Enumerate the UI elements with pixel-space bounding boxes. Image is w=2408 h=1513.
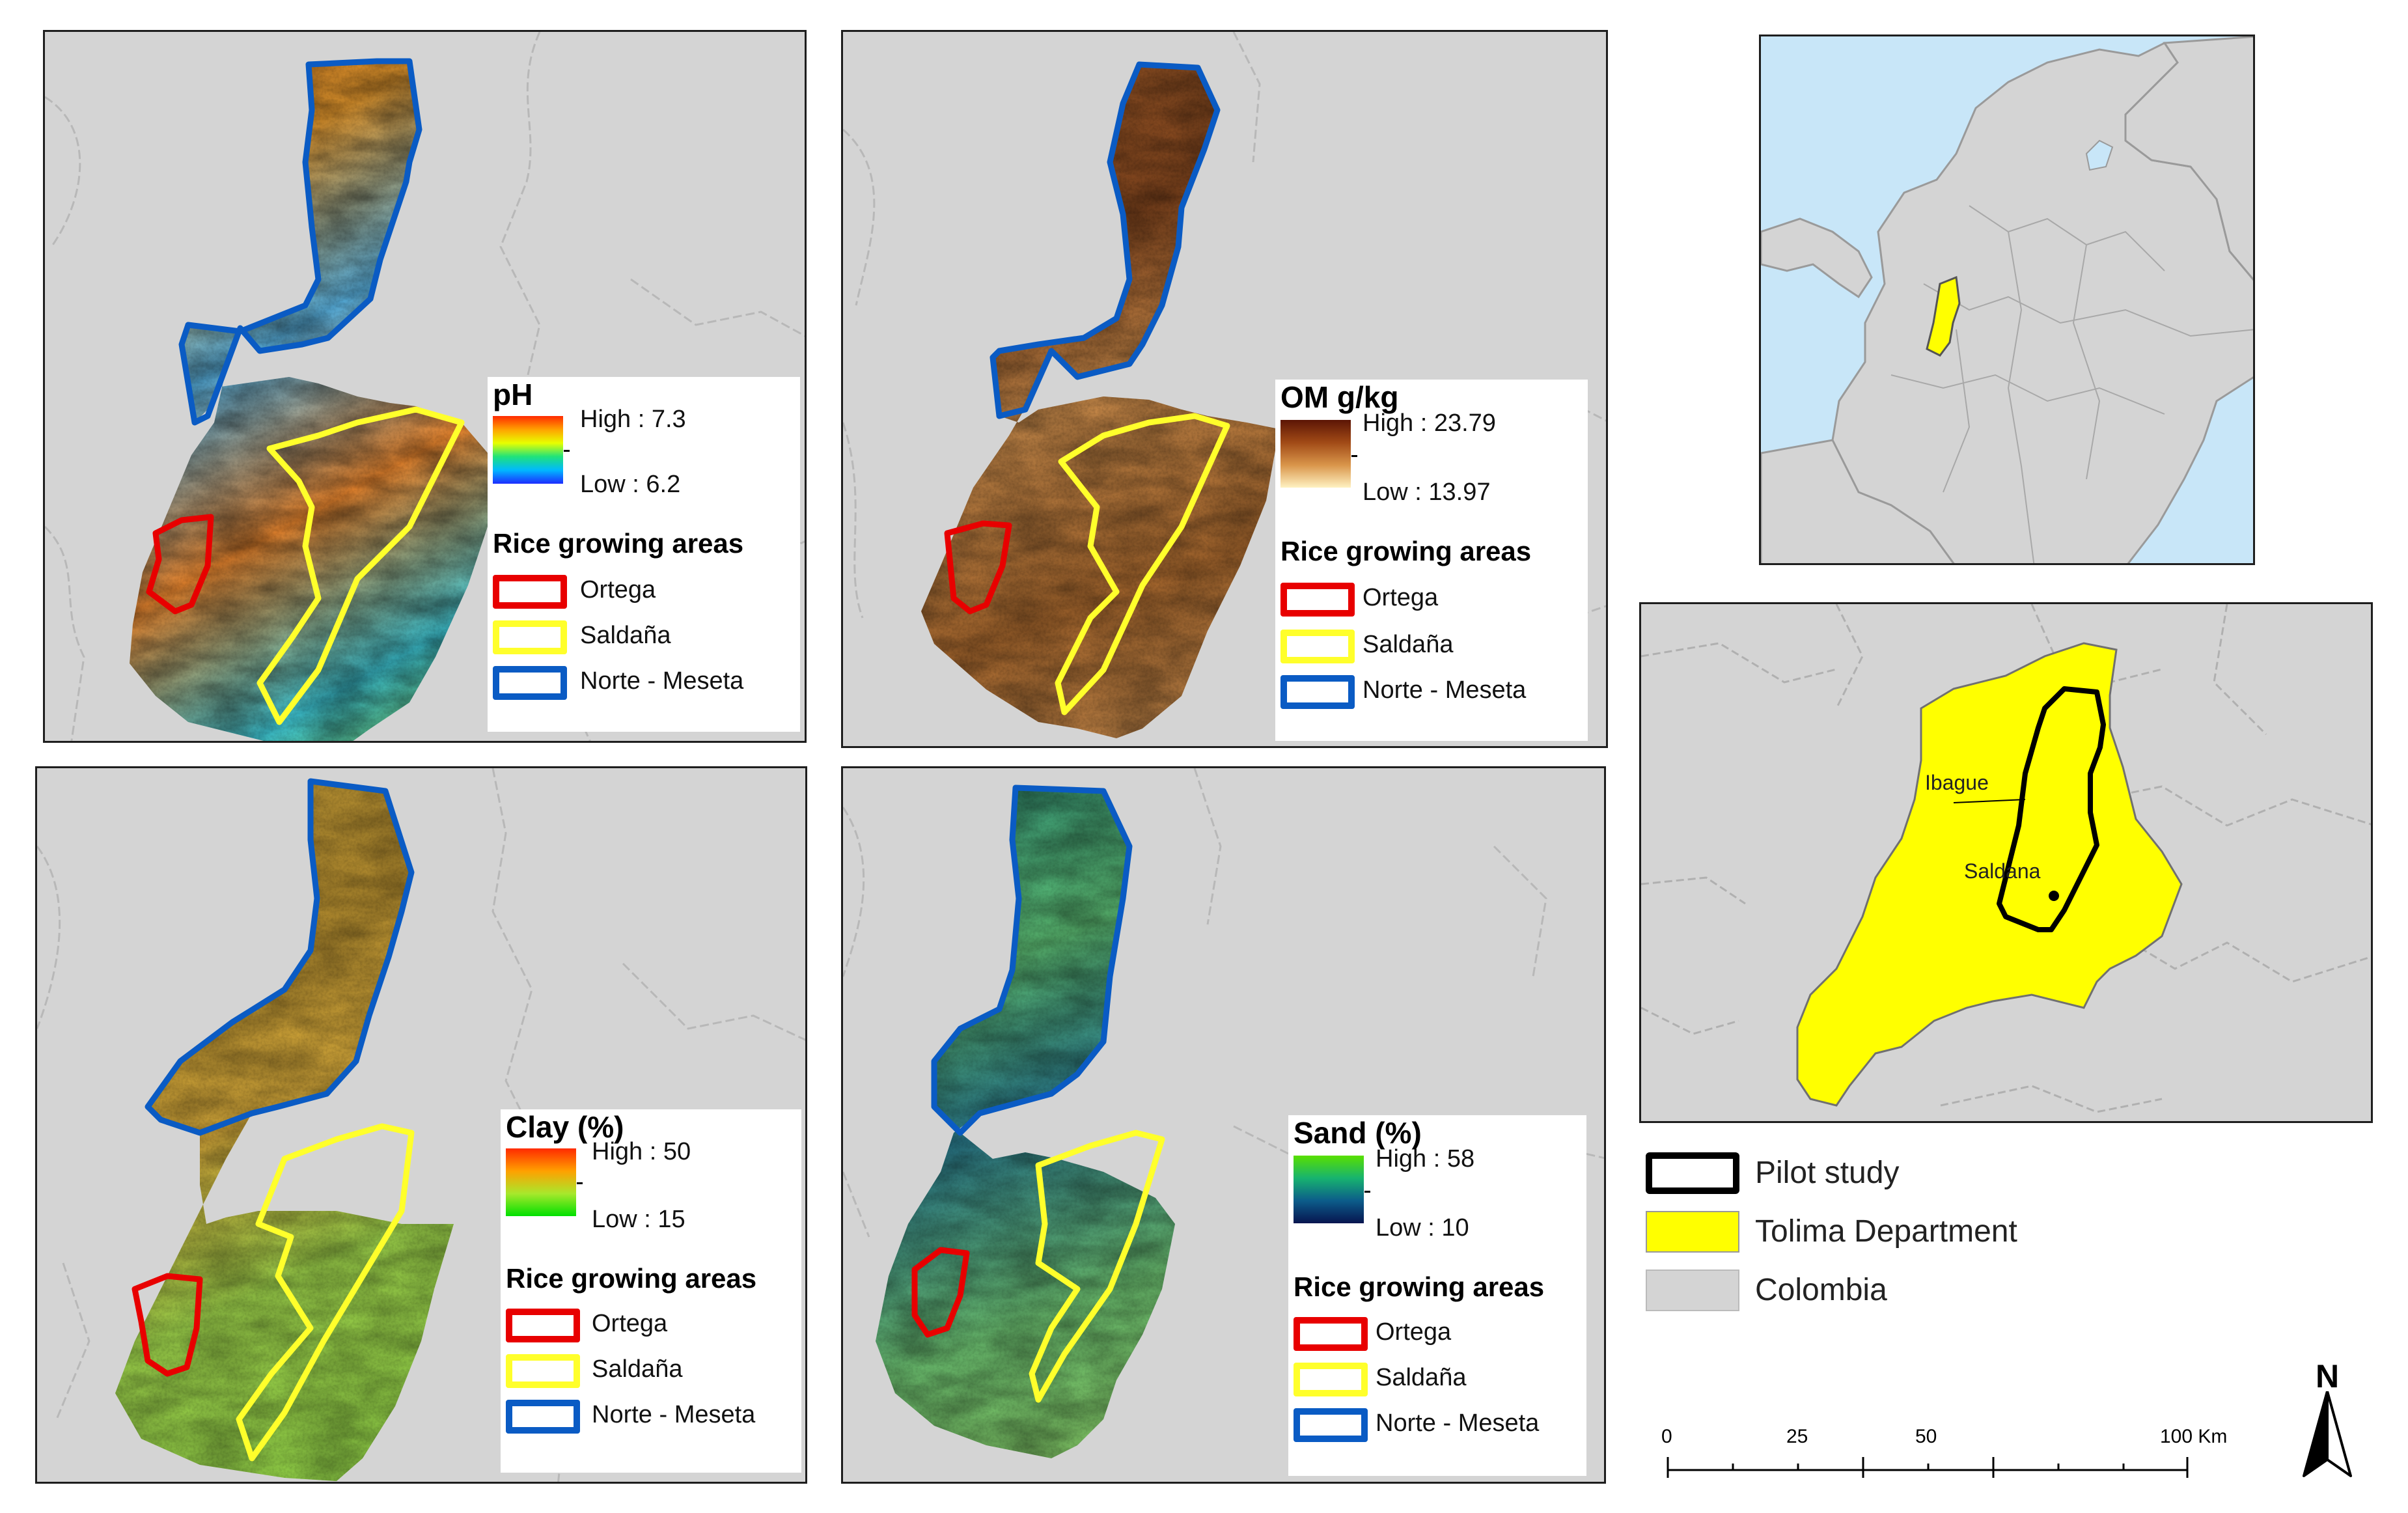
clay-ramp-tick <box>577 1182 583 1184</box>
sand-low-label: Low : 10 <box>1376 1214 1469 1242</box>
clay-swatch-norte-meseta <box>506 1400 580 1434</box>
om-color-ramp <box>1280 420 1351 488</box>
om-map-canvas <box>843 32 1606 738</box>
clay-label-saldana: Saldaña <box>592 1355 683 1383</box>
clay-swatch-ortega <box>506 1309 580 1342</box>
clay-low-label: Low : 15 <box>592 1206 685 1233</box>
ecuador-shape <box>1761 439 1955 563</box>
sand-label-saldana: Saldaña <box>1376 1364 1467 1391</box>
om-swatch-ortega <box>1280 583 1355 617</box>
north-arrow-label: N <box>2316 1358 2340 1395</box>
sand-legend: Sand (%) High : 58 Low : 10 Rice growing… <box>1288 1115 1586 1476</box>
clay-map-panel: Clay (%) High : 50 Low : 15 Rice growing… <box>35 766 807 1484</box>
sand-swatch-ortega <box>1294 1317 1368 1351</box>
colombia-map-canvas <box>1761 36 2253 563</box>
ph-legend-title: pH <box>493 378 533 411</box>
ph-ramp-tick <box>564 450 570 452</box>
legend-swatch-pilot-study <box>1646 1152 1739 1194</box>
om-label-ortega: Ortega <box>1363 584 1439 611</box>
pilot-study-outline <box>1997 686 2106 932</box>
clay-rice-title: Rice growing areas <box>506 1263 757 1294</box>
ph-label-norte-meseta: Norte - Meseta <box>580 667 744 695</box>
north-arrow: N <box>2295 1357 2366 1488</box>
venezuela-shape <box>2124 36 2253 281</box>
clay-swatch-saldana <box>506 1354 580 1388</box>
om-ramp-tick <box>1351 455 1357 457</box>
sand-legend-title: Sand (%) <box>1294 1116 1422 1150</box>
sand-ramp-tick <box>1364 1191 1370 1193</box>
om-label-saldana: Saldaña <box>1363 631 1454 658</box>
tolima-locator-map: Ibague Saldana <box>1639 602 2373 1123</box>
om-legend-title: OM g/kg <box>1280 380 1399 414</box>
city-label-saldana: Saldana <box>1964 859 2041 883</box>
scale-tick-0: 0 <box>1661 1426 1672 1447</box>
sand-swatch-norte-meseta <box>1294 1408 1368 1442</box>
colombia-locator-map <box>1759 35 2255 565</box>
ph-label-ortega: Ortega <box>580 576 656 604</box>
om-legend: OM g/kg High : 23.79 Low : 13.97 Rice gr… <box>1275 380 1588 741</box>
city-label-ibague: Ibague <box>1925 771 1989 794</box>
ph-map-canvas <box>45 32 805 741</box>
legend-label-pilot-study: Pilot study <box>1755 1156 1900 1190</box>
ph-swatch-saldana <box>493 620 567 654</box>
ph-rice-title: Rice growing areas <box>493 528 744 559</box>
sand-map-canvas <box>843 768 1604 1458</box>
tolima-map-canvas <box>1641 604 2371 1113</box>
sand-rice-title: Rice growing areas <box>1294 1271 1545 1302</box>
clay-color-ramp <box>506 1148 576 1216</box>
colombia-shape <box>1831 42 2253 563</box>
clay-legend: Clay (%) High : 50 Low : 15 Rice growing… <box>501 1109 801 1473</box>
north-arrow-icon <box>2303 1391 2352 1477</box>
clay-high-label: High : 50 <box>592 1138 691 1165</box>
clay-label-norte-meseta: Norte - Meseta <box>592 1401 756 1428</box>
main-legend: Pilot study Tolima Department Colombia <box>1640 1146 2135 1315</box>
tolima-locator-shape <box>1926 275 1961 357</box>
ph-color-ramp <box>493 416 563 484</box>
om-map-panel: OM g/kg High : 23.79 Low : 13.97 Rice gr… <box>841 30 1608 748</box>
sand-map-panel: Sand (%) High : 58 Low : 10 Rice growing… <box>841 766 1606 1484</box>
ph-low-label: Low : 6.2 <box>580 471 681 498</box>
om-swatch-saldana <box>1280 630 1355 663</box>
sand-color-ramp <box>1294 1156 1364 1223</box>
sand-high-label: High : 58 <box>1376 1145 1475 1173</box>
clay-legend-title: Clay (%) <box>506 1110 624 1144</box>
scale-bar: 0 25 50 100 Km <box>1654 1419 2227 1484</box>
sand-label-norte-meseta: Norte - Meseta <box>1376 1409 1540 1437</box>
ph-swatch-ortega <box>493 575 567 609</box>
sand-swatch-saldana <box>1294 1363 1368 1396</box>
om-swatch-norte-meseta <box>1280 675 1355 709</box>
ph-map-panel: pH High : 7.3 Low : 6.2 Rice growing are… <box>43 30 807 743</box>
scale-tick-50: 50 <box>1915 1426 1937 1447</box>
clay-label-ortega: Ortega <box>592 1310 668 1337</box>
clay-map-canvas <box>37 768 805 1482</box>
scale-tick-100km: 100 Km <box>2160 1426 2228 1447</box>
ph-swatch-norte-meseta <box>493 666 567 700</box>
legend-swatch-tolima <box>1646 1211 1739 1253</box>
lake-maracaibo <box>2085 139 2114 171</box>
ph-label-saldana: Saldaña <box>580 622 671 649</box>
om-low-label: Low : 13.97 <box>1363 479 1491 506</box>
legend-label-colombia: Colombia <box>1755 1273 1887 1307</box>
om-label-norte-meseta: Norte - Meseta <box>1363 676 1527 704</box>
ph-legend: pH High : 7.3 Low : 6.2 Rice growing are… <box>488 377 800 732</box>
om-high-label: High : 23.79 <box>1363 409 1496 437</box>
ph-high-label: High : 7.3 <box>580 406 686 433</box>
om-rice-title: Rice growing areas <box>1280 536 1532 566</box>
tolima-department-shape <box>1796 642 2183 1107</box>
panama-shape <box>1761 217 1873 299</box>
legend-label-tolima: Tolima Department <box>1755 1214 2017 1249</box>
saldana-point <box>2049 891 2059 901</box>
legend-swatch-colombia <box>1646 1270 1739 1311</box>
scale-tick-25: 25 <box>1786 1426 1808 1447</box>
sand-label-ortega: Ortega <box>1376 1318 1452 1346</box>
scale-bar-graphic <box>1667 1457 2189 1478</box>
